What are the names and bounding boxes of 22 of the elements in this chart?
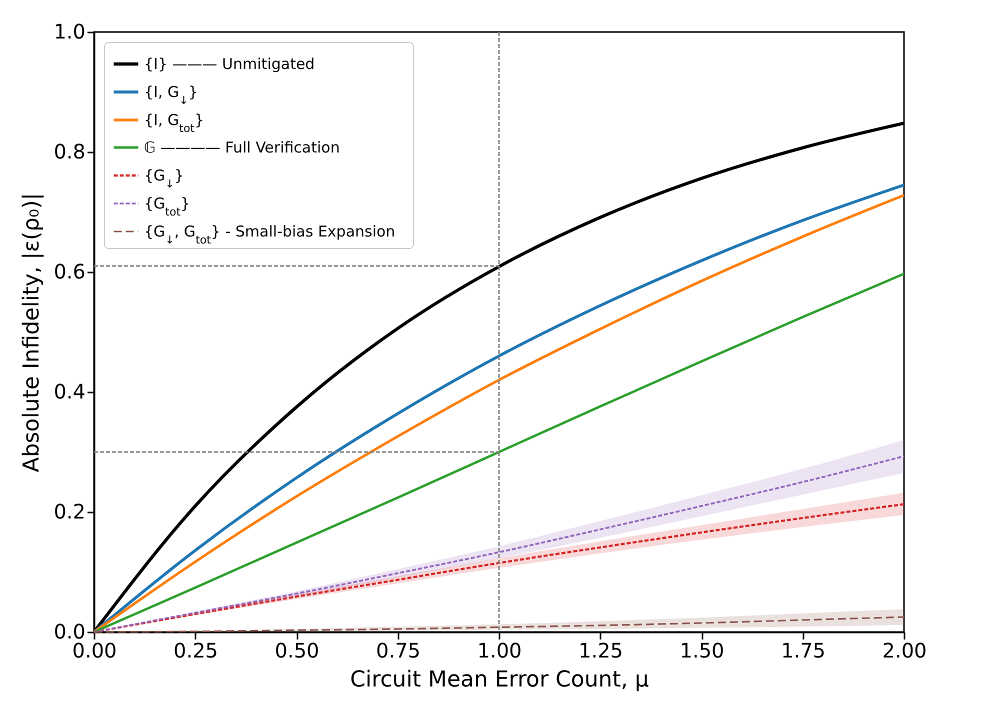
legend-label: {I} ——— Unmitigated: [144, 55, 315, 73]
y-tick-label: 0.4: [54, 380, 86, 404]
x-tick-label: 1.00: [477, 638, 522, 662]
x-tick-label: 1.50: [680, 638, 724, 662]
x-tick-label: 0.75: [376, 638, 421, 662]
legend-label: {I, G$_{↓}$}: [144, 83, 198, 106]
y-tick-label: 0.2: [54, 500, 86, 524]
y-tick-label: 0.8: [54, 140, 86, 164]
x-tick-label: 2.00: [882, 638, 927, 662]
legend-label: {I, G$_{tot}$}: [144, 111, 204, 134]
legend-label: 𝔾 ———— Full Verification: [144, 138, 340, 156]
x-tick-label: 0.25: [173, 638, 218, 662]
legend-label: {G$_{↓}$}: [144, 166, 184, 190]
x-tick-label: 1.25: [578, 638, 624, 662]
y-axis-title: Absolute Infidelity, |ε(ρ₀)|: [20, 192, 45, 472]
x-tick-label: 1.75: [780, 638, 826, 662]
y-tick-label: 1.0: [54, 20, 86, 44]
legend-label: {G$_{tot}$}: [144, 194, 190, 218]
x-tick-label: 0.50: [274, 638, 320, 662]
legend-label: {G$_{↓}$, G$_{tot}$} - Small-bias Expansion: [144, 222, 396, 246]
x-axis-title: Circuit Mean Error Count, μ: [350, 668, 649, 692]
y-tick-label: 0.6: [54, 260, 86, 284]
